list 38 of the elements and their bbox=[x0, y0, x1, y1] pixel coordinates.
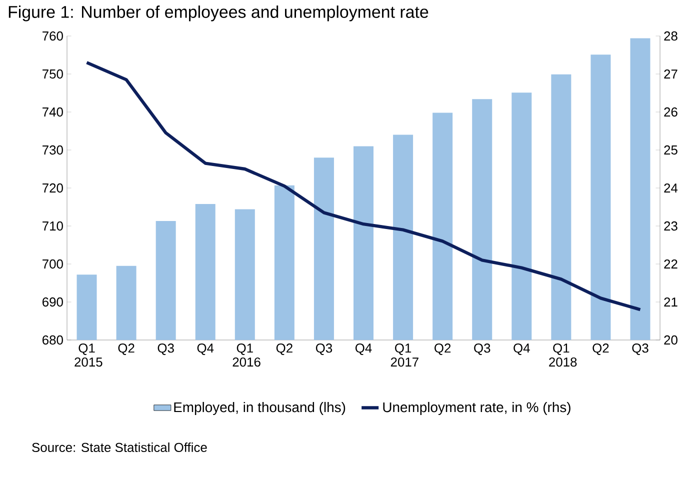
y-tick-label: 690 bbox=[42, 297, 63, 307]
legend-label: Employed, in thousand (lhs) bbox=[174, 402, 346, 415]
y-tick-label: 710 bbox=[42, 221, 63, 231]
y-tick-label: 720 bbox=[42, 183, 63, 193]
x-tick-label: Q2 bbox=[592, 344, 609, 356]
x-tick-label: Q1 2015 bbox=[74, 344, 102, 367]
x-tick-label: Q3 bbox=[474, 344, 490, 356]
y-tick-label: 680 bbox=[42, 335, 63, 345]
x-tick-label: Q4 bbox=[197, 344, 214, 356]
y-tick-label: 750 bbox=[42, 69, 63, 79]
x-tick-label: Q2 bbox=[434, 344, 451, 356]
y2-tick-label: 24 bbox=[664, 183, 678, 193]
legend-label: Unemployment rate, in % (rhs) bbox=[383, 402, 570, 415]
source-note: Source: State Statistical Office bbox=[32, 442, 207, 452]
x-tick-label: Q2 bbox=[276, 344, 292, 356]
y2-tick-label: 28 bbox=[664, 31, 678, 41]
y2-tick-label: 25 bbox=[664, 145, 678, 155]
y2-tick-label: 26 bbox=[664, 107, 678, 117]
y-tick-label: 740 bbox=[42, 107, 63, 117]
y-tick-label: 730 bbox=[42, 145, 63, 155]
x-tick-label: Q3 bbox=[632, 344, 648, 356]
x-tick-label: Q4 bbox=[355, 344, 372, 356]
x-tick-label: Q2 bbox=[118, 344, 134, 356]
x-tick-label: Q1 2016 bbox=[232, 344, 260, 367]
x-tick-label: Q1 2018 bbox=[549, 344, 577, 367]
x-tick-label: Q4 bbox=[514, 344, 530, 356]
y2-tick-label: 23 bbox=[664, 221, 678, 231]
line-series bbox=[85, 61, 642, 312]
y2-tick-label: 20 bbox=[664, 335, 678, 345]
chart-title: Figure 1: Number of employees and unemployment rate bbox=[8, 6, 428, 22]
x-tick-label: Q3 bbox=[158, 344, 174, 356]
y2-tick-label: 27 bbox=[664, 69, 678, 79]
y2-tick-label: 22 bbox=[664, 259, 678, 269]
x-tick-label: Q1 2017 bbox=[390, 344, 418, 367]
y-tick-label: 700 bbox=[42, 259, 63, 269]
y-tick-label: 760 bbox=[42, 31, 63, 41]
y2-tick-label: 21 bbox=[664, 297, 678, 307]
x-tick-label: Q3 bbox=[316, 344, 332, 356]
